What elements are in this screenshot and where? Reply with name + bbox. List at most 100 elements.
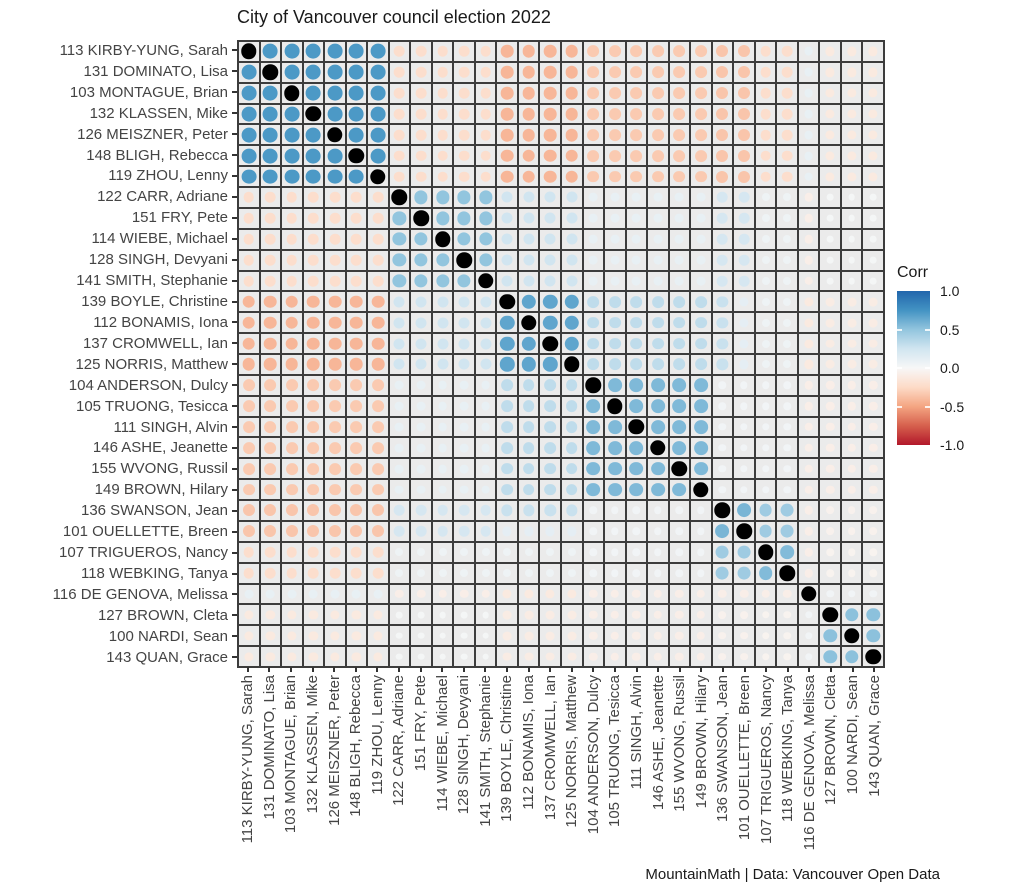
corr-cell [863,334,883,353]
x-axis-label: 122 CARR, Adriane [390,675,408,806]
corr-dot [589,548,598,556]
corr-dot [587,358,600,371]
corr-cell [863,542,883,562]
corr-cell [260,355,281,374]
corr-cell [389,542,410,562]
corr-cell [798,521,819,541]
corr-cell [518,563,539,583]
corr-cell [583,647,604,666]
corr-cell [497,563,517,583]
corr-dot [393,317,405,329]
x-axis-tick [721,667,724,672]
corr-cell [260,146,281,166]
corr-dot [544,191,556,203]
corr-dot [718,485,727,494]
corr-cell [325,271,345,291]
corr-dot [826,235,834,243]
y-axis-tick [232,405,237,408]
corr-dot [350,504,363,517]
corr-cell [648,334,668,353]
corr-cell [303,104,324,124]
corr-cell [626,521,647,541]
corr-dot [284,169,300,185]
corr-cell [669,438,690,458]
corr-cell [583,188,604,207]
y-axis-tick [232,279,237,282]
corr-dot [716,128,729,141]
corr-dot [305,148,321,164]
corr-cell [691,334,711,353]
corr-dot [351,610,362,620]
corr-dot [394,171,405,182]
corr-cell [260,167,281,187]
corr-dot [480,358,492,370]
corr-dot [501,462,514,475]
corr-dot [351,233,362,245]
corr-dot [307,441,320,454]
y-axis-tick [232,91,237,94]
corr-cell [798,605,819,625]
corr-cell [734,250,754,270]
corr-dot [761,485,770,494]
corr-cell [561,605,582,625]
x-axis-label: 137 CROMWELL, Ian [541,675,559,821]
corr-cell [432,647,453,666]
corr-dot [738,66,751,79]
corr-dot [738,128,751,141]
corr-cell [561,167,582,187]
corr-dot [459,464,469,474]
corr-dot [695,128,707,141]
corr-dot [242,525,255,538]
corr-dot-diagonal [585,377,602,394]
corr-dot [523,254,535,266]
corr-dot [611,548,619,556]
corr-cell [648,313,668,333]
corr-cell [734,605,754,625]
corr-dot [611,506,619,515]
corr-cell [691,501,711,520]
corr-cell [561,563,582,583]
corr-cell [411,438,431,458]
corr-cell [626,83,647,103]
corr-cell [626,584,647,604]
corr-dot [804,276,813,286]
corr-dot [716,87,729,100]
corr-cell [282,313,302,333]
corr-dot [481,401,491,411]
corr-dot [781,87,793,99]
corr-dot [308,589,318,599]
corr-dot [694,441,708,455]
corr-dot [305,44,321,59]
corr-dot [673,87,686,100]
corr-dot [868,422,878,432]
corr-dot [804,234,813,244]
corr-dot [695,358,707,371]
x-axis-label: 104 ANDERSON, Dulcy [584,675,602,835]
corr-cell [260,62,281,82]
corr-cell [669,459,690,479]
y-axis-tick [232,363,237,366]
corr-cell [518,480,539,500]
corr-cell [411,83,431,103]
corr-dot [264,379,277,392]
corr-cell [712,626,733,646]
corr-dot [565,400,578,413]
corr-cell [518,313,539,333]
corr-dot [565,379,578,392]
corr-cell [239,542,259,562]
y-axis-label: 116 DE GENOVA, Melissa [52,585,228,603]
corr-cell [863,417,883,437]
corr-dot [262,85,278,101]
corr-cell [561,396,582,416]
corr-dot [350,441,363,454]
corr-dot [740,631,748,640]
corr-cell [411,62,431,82]
corr-cell [454,104,474,124]
corr-cell [260,83,281,103]
corr-dot [608,337,621,350]
corr-cell [540,167,560,187]
corr-cell [346,480,367,500]
corr-cell [755,605,776,625]
corr-cell [691,167,711,187]
corr-cell [303,375,324,395]
